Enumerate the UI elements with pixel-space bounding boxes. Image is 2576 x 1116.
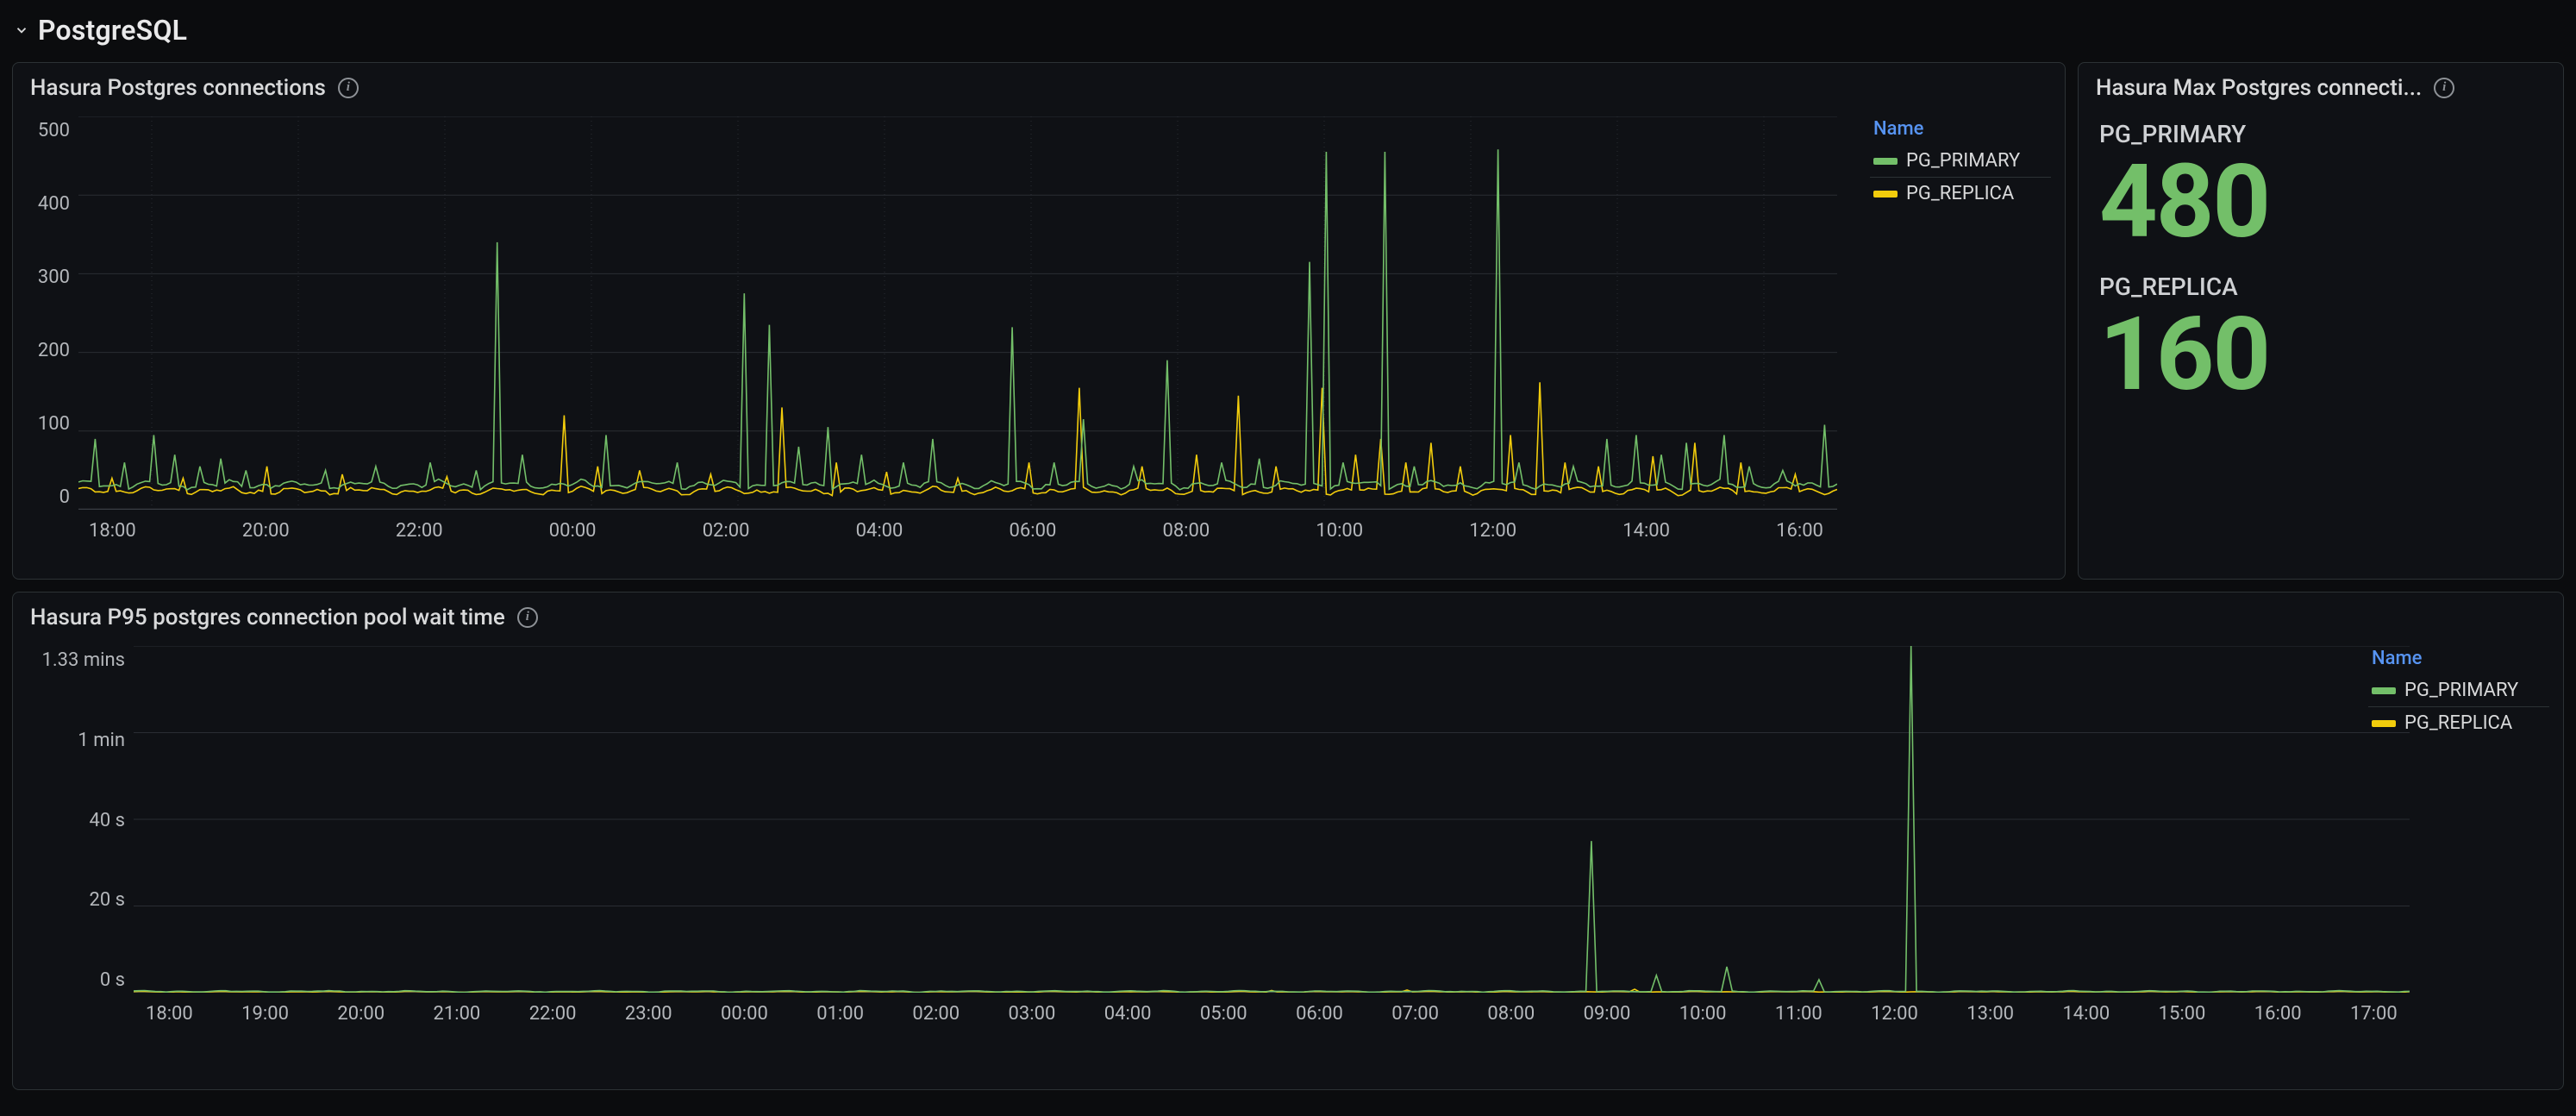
legend: Name PG_PRIMARY PG_REPLICA	[1856, 116, 2051, 565]
panel-title: Hasura Postgres connections	[30, 75, 326, 101]
x-tick: 23:00	[625, 1003, 672, 1025]
x-tick: 19:00	[241, 1003, 289, 1025]
panel-title: Hasura Max Postgres connecti...	[2096, 75, 2422, 101]
y-tick: 200	[38, 340, 70, 361]
x-tick: 03:00	[1009, 1003, 1056, 1025]
section-title: PostgreSQL	[38, 14, 187, 47]
x-axis: 18:00 20:00 22:00 00:00 02:00 04:00 06:00 08:00…	[89, 520, 1823, 542]
legend-item[interactable]: PG_REPLICA	[1870, 178, 2051, 210]
x-tick: 06:00	[1010, 520, 1057, 542]
legend-swatch	[1873, 191, 1898, 197]
y-tick: 40 s	[89, 810, 125, 831]
info-icon[interactable]	[517, 607, 538, 628]
x-tick: 17:00	[2350, 1003, 2398, 1025]
panel-max-connections: Hasura Max Postgres connecti... PG_PRIMA…	[2078, 62, 2564, 580]
x-tick: 20:00	[337, 1003, 385, 1025]
x-tick: 09:00	[1584, 1003, 1631, 1025]
chart-plot[interactable]	[134, 646, 2410, 993]
x-tick: 05:00	[1200, 1003, 1247, 1025]
x-tick: 07:00	[1391, 1003, 1439, 1025]
x-tick: 01:00	[816, 1003, 864, 1025]
x-tick: 06:00	[1296, 1003, 1343, 1025]
x-tick: 22:00	[529, 1003, 577, 1025]
legend-label: PG_REPLICA	[2404, 712, 2512, 734]
x-tick: 12:00	[1469, 520, 1516, 542]
chevron-down-icon	[14, 22, 29, 38]
y-tick: 100	[38, 413, 70, 435]
x-tick: 18:00	[146, 1003, 193, 1025]
y-tick: 1.33 mins	[42, 649, 126, 671]
stat-item: PG_REPLICA160	[2099, 269, 2542, 422]
info-icon[interactable]	[338, 78, 359, 98]
x-tick: 11:00	[1775, 1003, 1823, 1025]
panel-wait-time: Hasura P95 postgres connection pool wait…	[12, 592, 2564, 1090]
x-tick: 18:00	[89, 520, 136, 542]
legend-swatch	[1873, 158, 1898, 165]
x-tick: 02:00	[703, 520, 750, 542]
x-tick: 02:00	[912, 1003, 960, 1025]
x-tick: 12:00	[1871, 1003, 1918, 1025]
legend-header: Name	[1870, 118, 2051, 145]
legend-label: PG_PRIMARY	[1906, 150, 2020, 172]
y-axis: 1.33 mins 1 min 40 s 20 s 0 s	[30, 649, 134, 991]
y-tick: 20 s	[89, 889, 125, 911]
y-tick: 400	[38, 193, 70, 215]
x-tick: 08:00	[1487, 1003, 1535, 1025]
stat-value: 480	[2099, 150, 2542, 254]
x-tick: 20:00	[242, 520, 290, 542]
x-tick: 08:00	[1162, 520, 1210, 542]
y-axis: 500 400 300 200 100 0	[30, 120, 78, 508]
x-tick: 21:00	[434, 1003, 481, 1025]
info-icon[interactable]	[2434, 78, 2454, 98]
section-toggle[interactable]: PostgreSQL	[12, 9, 2564, 62]
stat-value: 160	[2099, 303, 2542, 406]
x-tick: 13:00	[1966, 1003, 2014, 1025]
x-tick: 00:00	[549, 520, 597, 542]
x-tick: 14:00	[2062, 1003, 2110, 1025]
x-tick: 00:00	[721, 1003, 768, 1025]
x-tick: 15:00	[2159, 1003, 2206, 1025]
x-tick: 04:00	[1104, 1003, 1152, 1025]
x-tick: 22:00	[396, 520, 443, 542]
y-tick: 0 s	[100, 969, 125, 991]
panel-connections: Hasura Postgres connections 500 400 300 200…	[12, 62, 2066, 580]
y-tick: 500	[38, 120, 70, 141]
x-tick: 10:00	[1316, 520, 1363, 542]
stat-item: PG_PRIMARY480	[2099, 116, 2542, 269]
y-tick: 300	[38, 266, 70, 288]
x-tick: 04:00	[856, 520, 903, 542]
x-axis: 18:00 19:00 20:00 21:00 22:00 23:00 00:00 01:00…	[146, 1003, 2398, 1025]
y-tick: 0	[59, 486, 70, 508]
chart-plot[interactable]	[78, 116, 1837, 510]
panel-title: Hasura P95 postgres connection pool wait…	[30, 605, 505, 630]
x-tick: 16:00	[1776, 520, 1823, 542]
x-tick: 14:00	[1623, 520, 1670, 542]
legend-item[interactable]: PG_PRIMARY	[1870, 145, 2051, 178]
y-tick: 1 min	[78, 730, 125, 751]
x-tick: 10:00	[1679, 1003, 1727, 1025]
legend-label: PG_REPLICA	[1906, 183, 2014, 204]
legend-label: PG_PRIMARY	[2404, 680, 2518, 701]
x-tick: 16:00	[2254, 1003, 2302, 1025]
